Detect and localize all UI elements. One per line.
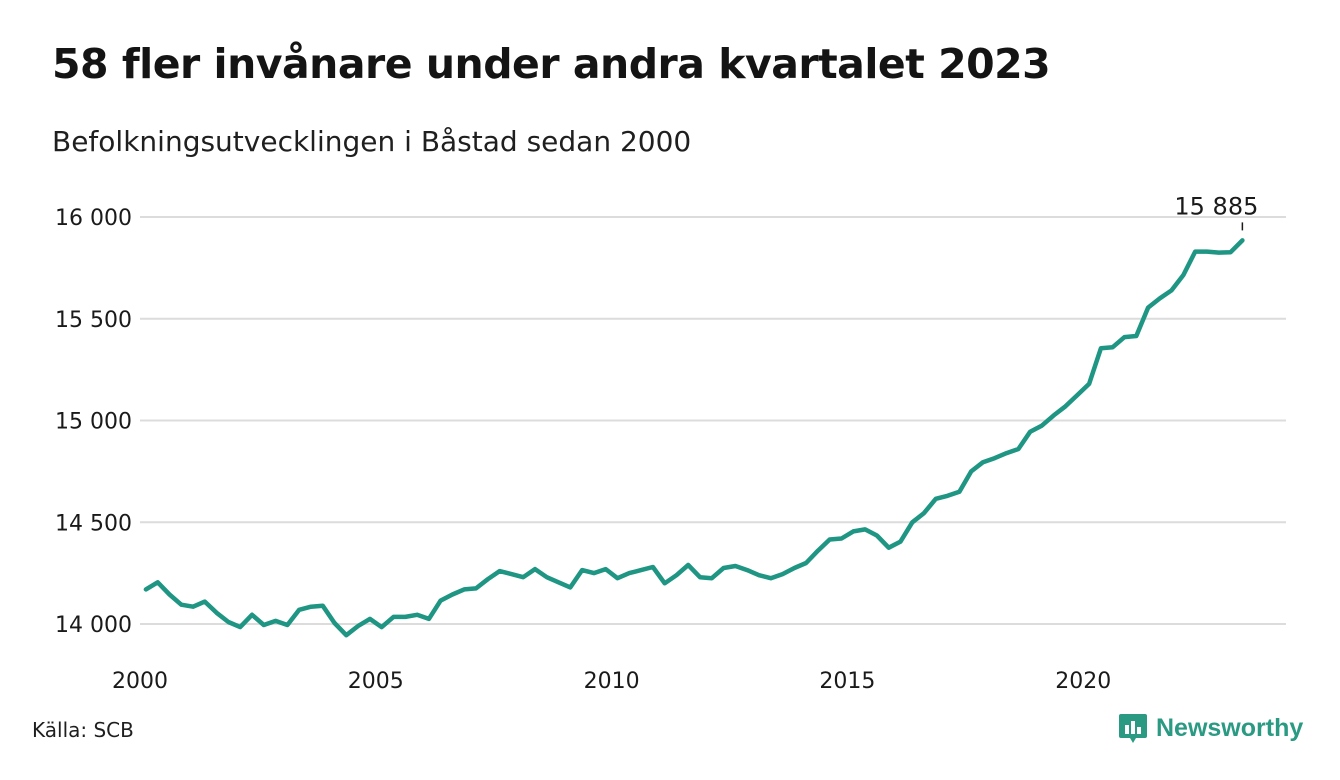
y-tick-label: 15 000	[55, 410, 132, 435]
x-tick-label: 2005	[348, 669, 404, 694]
gridlines	[140, 216, 1286, 625]
y-tick-label: 14 000	[55, 613, 132, 638]
y-tick-label: 16 000	[55, 206, 132, 231]
y-axis-tick-labels: 14 000 14 500 15 000 15 500 16 000	[55, 206, 132, 638]
annotation-layer: 15 885	[1174, 192, 1258, 231]
x-tick-label: 2020	[1055, 669, 1111, 694]
brand-name: Newsworthy	[1156, 713, 1304, 742]
chart-title: 58 fler invånare under andra kvartalet 2…	[52, 40, 1051, 88]
series-layer	[143, 238, 1245, 638]
x-tick-label: 2000	[112, 669, 168, 694]
x-tick-label: 2015	[819, 669, 875, 694]
y-tick-label: 15 500	[55, 308, 132, 333]
brand-logo: Newsworthy	[1118, 712, 1303, 744]
population-line	[143, 238, 1245, 638]
chart-subtitle: Befolkningsutvecklingen i Båstad sedan 2…	[52, 125, 692, 158]
x-axis-tick-labels: 2000 2005 2010 2015 2020	[112, 669, 1111, 694]
bar-chart-logo-icon	[1119, 714, 1147, 743]
y-tick-label: 14 500	[55, 511, 132, 536]
x-tick-label: 2010	[584, 669, 640, 694]
source-note: Källa: SCB	[32, 718, 134, 742]
last-value-label: 15 885	[1174, 192, 1258, 220]
